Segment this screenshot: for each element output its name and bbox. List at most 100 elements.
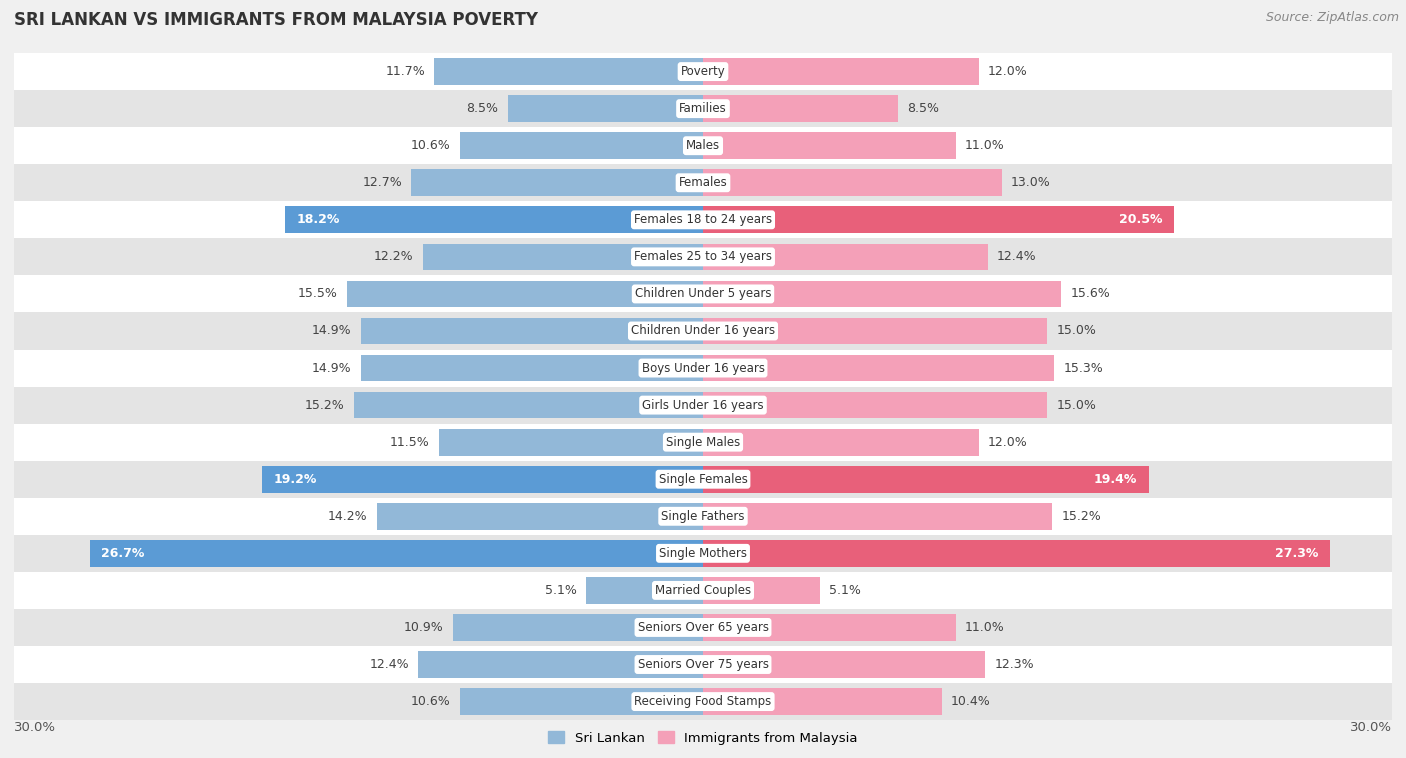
Bar bbox=[14, 202, 1392, 238]
Bar bbox=[14, 461, 1392, 498]
Text: 10.6%: 10.6% bbox=[411, 695, 450, 708]
Bar bbox=[90, 540, 703, 567]
Text: 11.5%: 11.5% bbox=[389, 436, 430, 449]
Text: Seniors Over 65 years: Seniors Over 65 years bbox=[637, 621, 769, 634]
Text: 15.0%: 15.0% bbox=[1057, 399, 1097, 412]
Bar bbox=[703, 206, 1174, 233]
Text: Males: Males bbox=[686, 139, 720, 152]
Bar bbox=[361, 355, 703, 381]
Text: 12.7%: 12.7% bbox=[363, 177, 402, 190]
Bar bbox=[703, 688, 942, 715]
Text: 15.2%: 15.2% bbox=[305, 399, 344, 412]
Text: 12.4%: 12.4% bbox=[997, 250, 1036, 263]
Bar bbox=[14, 275, 1392, 312]
Bar bbox=[14, 238, 1392, 275]
Text: Single Mothers: Single Mothers bbox=[659, 547, 747, 560]
Text: Receiving Food Stamps: Receiving Food Stamps bbox=[634, 695, 772, 708]
Text: 14.9%: 14.9% bbox=[312, 324, 352, 337]
Text: Children Under 5 years: Children Under 5 years bbox=[634, 287, 772, 300]
Text: 12.3%: 12.3% bbox=[994, 658, 1035, 671]
Text: Families: Families bbox=[679, 102, 727, 115]
Bar bbox=[262, 466, 703, 493]
Bar bbox=[703, 318, 1047, 344]
Bar bbox=[703, 170, 1001, 196]
Bar bbox=[703, 651, 986, 678]
Bar bbox=[703, 96, 898, 122]
Text: 26.7%: 26.7% bbox=[101, 547, 145, 560]
Text: Girls Under 16 years: Girls Under 16 years bbox=[643, 399, 763, 412]
Bar bbox=[460, 133, 703, 159]
Bar bbox=[703, 614, 956, 641]
Text: 5.1%: 5.1% bbox=[544, 584, 576, 597]
Text: Females: Females bbox=[679, 177, 727, 190]
Text: 15.3%: 15.3% bbox=[1063, 362, 1104, 374]
Bar bbox=[14, 53, 1392, 90]
Text: Married Couples: Married Couples bbox=[655, 584, 751, 597]
Bar bbox=[439, 429, 703, 456]
Text: 12.0%: 12.0% bbox=[988, 436, 1028, 449]
Legend: Sri Lankan, Immigrants from Malaysia: Sri Lankan, Immigrants from Malaysia bbox=[543, 726, 863, 750]
Bar bbox=[460, 688, 703, 715]
Bar bbox=[703, 133, 956, 159]
Text: 15.2%: 15.2% bbox=[1062, 510, 1101, 523]
Bar bbox=[14, 90, 1392, 127]
Bar bbox=[703, 503, 1052, 530]
Text: 10.6%: 10.6% bbox=[411, 139, 450, 152]
Text: Females 18 to 24 years: Females 18 to 24 years bbox=[634, 213, 772, 227]
Text: 18.2%: 18.2% bbox=[297, 213, 340, 227]
Bar bbox=[508, 96, 703, 122]
Bar bbox=[703, 577, 820, 603]
Bar bbox=[418, 651, 703, 678]
Bar bbox=[703, 429, 979, 456]
Bar bbox=[14, 312, 1392, 349]
Bar bbox=[412, 170, 703, 196]
Text: 13.0%: 13.0% bbox=[1011, 177, 1050, 190]
Bar bbox=[14, 164, 1392, 202]
Bar bbox=[14, 609, 1392, 646]
Bar bbox=[285, 206, 703, 233]
Text: 12.2%: 12.2% bbox=[374, 250, 413, 263]
Bar bbox=[14, 572, 1392, 609]
Text: SRI LANKAN VS IMMIGRANTS FROM MALAYSIA POVERTY: SRI LANKAN VS IMMIGRANTS FROM MALAYSIA P… bbox=[14, 11, 538, 30]
Text: Boys Under 16 years: Boys Under 16 years bbox=[641, 362, 765, 374]
Bar bbox=[354, 392, 703, 418]
Text: 12.0%: 12.0% bbox=[988, 65, 1028, 78]
Bar bbox=[14, 349, 1392, 387]
Text: 20.5%: 20.5% bbox=[1119, 213, 1163, 227]
Bar bbox=[703, 355, 1054, 381]
Bar bbox=[703, 392, 1047, 418]
Text: 12.4%: 12.4% bbox=[370, 658, 409, 671]
Text: Single Fathers: Single Fathers bbox=[661, 510, 745, 523]
Bar bbox=[14, 424, 1392, 461]
Bar bbox=[703, 466, 1149, 493]
Text: 15.6%: 15.6% bbox=[1070, 287, 1111, 300]
Text: 30.0%: 30.0% bbox=[14, 721, 56, 734]
Bar bbox=[703, 540, 1330, 567]
Bar bbox=[347, 280, 703, 307]
Bar bbox=[703, 280, 1062, 307]
Bar bbox=[703, 243, 988, 270]
Text: 11.0%: 11.0% bbox=[965, 621, 1004, 634]
Text: 14.2%: 14.2% bbox=[328, 510, 368, 523]
Text: 15.0%: 15.0% bbox=[1057, 324, 1097, 337]
Text: Source: ZipAtlas.com: Source: ZipAtlas.com bbox=[1265, 11, 1399, 24]
Bar bbox=[361, 318, 703, 344]
Text: 30.0%: 30.0% bbox=[1350, 721, 1392, 734]
Bar bbox=[423, 243, 703, 270]
Text: 8.5%: 8.5% bbox=[907, 102, 939, 115]
Bar bbox=[14, 646, 1392, 683]
Text: 19.2%: 19.2% bbox=[274, 473, 316, 486]
Text: 14.9%: 14.9% bbox=[312, 362, 352, 374]
Text: 8.5%: 8.5% bbox=[467, 102, 499, 115]
Text: Females 25 to 34 years: Females 25 to 34 years bbox=[634, 250, 772, 263]
Text: 19.4%: 19.4% bbox=[1094, 473, 1137, 486]
Text: Single Females: Single Females bbox=[658, 473, 748, 486]
Bar bbox=[14, 535, 1392, 572]
Text: 27.3%: 27.3% bbox=[1275, 547, 1319, 560]
Text: Children Under 16 years: Children Under 16 years bbox=[631, 324, 775, 337]
Text: 10.4%: 10.4% bbox=[950, 695, 991, 708]
Bar bbox=[14, 498, 1392, 535]
Text: 5.1%: 5.1% bbox=[830, 584, 862, 597]
Text: Single Males: Single Males bbox=[666, 436, 740, 449]
Text: 15.5%: 15.5% bbox=[298, 287, 337, 300]
